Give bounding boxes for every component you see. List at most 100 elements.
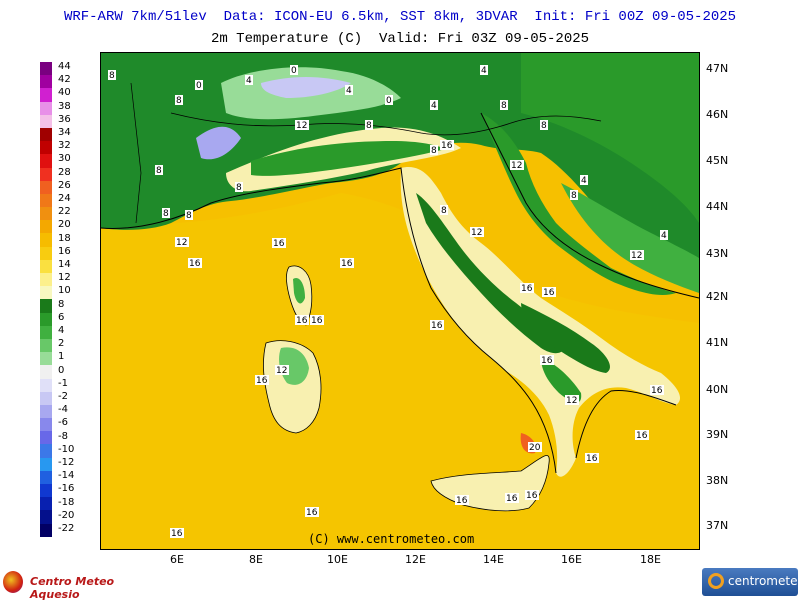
temperature-label-bg: [430, 320, 444, 330]
temperature-label: 12: [296, 121, 307, 131]
balkans: [521, 53, 699, 223]
longitude-label: 18E: [640, 553, 661, 566]
temperature-label-bg: [525, 490, 539, 500]
colorbar-label: 40: [58, 87, 71, 99]
colorbar-label: 38: [58, 100, 71, 112]
colorbar-label: -22: [58, 523, 75, 534]
temperature-label-bg: [585, 453, 599, 463]
colorbar-swatch: [40, 497, 52, 511]
colorbar-label: -10: [58, 443, 75, 455]
temperature-label-bg: [660, 230, 668, 240]
latitude-label: 38N: [706, 474, 729, 487]
temperature-label: 0: [386, 96, 392, 106]
alps-snow: [261, 77, 351, 98]
temperature-label: 12: [276, 366, 287, 376]
temperature-label: 4: [661, 231, 667, 241]
temperature-label: 16: [341, 259, 353, 269]
temperature-label: 16: [651, 386, 663, 396]
temperature-label-bg: [565, 395, 579, 405]
temperature-label: 4: [246, 76, 252, 86]
colorbar-swatch: [40, 259, 52, 273]
colorbar-swatch: [40, 220, 52, 234]
colorbar-label: 28: [58, 166, 71, 178]
colorbar-label: 24: [58, 193, 71, 204]
temperature-label: 16: [526, 491, 538, 501]
colorbar-swatch: [40, 444, 52, 458]
colorbar-label: 1: [58, 351, 65, 363]
temperature-label-bg: [385, 95, 393, 105]
colorbar-swatch: [40, 418, 52, 432]
longitude-label: 6E: [170, 553, 184, 566]
temperature-label: 4: [346, 86, 352, 96]
colorbar-label: -20: [58, 509, 75, 521]
latitude-label: 47N: [706, 62, 729, 75]
temperature-label: 8: [236, 183, 242, 193]
temperature-label: 12: [471, 228, 482, 238]
temperature-label-bg: [570, 190, 578, 200]
latitude-label: 44N: [706, 200, 729, 213]
temperature-label-bg: [635, 430, 649, 440]
colorbar-swatch: [40, 431, 52, 445]
colorbar-label: -12: [58, 457, 75, 468]
colorbar-swatch: [40, 193, 52, 208]
colorbar-swatch: [40, 484, 52, 498]
temperature-label-bg: [108, 70, 116, 80]
temperature-label: 16: [296, 316, 308, 326]
colorbar-label: 36: [58, 113, 71, 125]
colorbar-label: -18: [58, 496, 75, 508]
colorbar-label: -6: [58, 417, 68, 429]
temperature-label-bg: [185, 210, 193, 220]
temperature-label: 16: [441, 141, 453, 151]
colorbar-label: 14: [58, 259, 71, 270]
temperature-label-bg: [540, 355, 554, 365]
temperature-label: 16: [431, 321, 443, 331]
colorbar-swatch: [40, 180, 52, 194]
temperature-label-bg: [630, 250, 644, 260]
temperature-label: 12: [566, 396, 577, 406]
temperature-label: 16: [541, 356, 553, 366]
colorbar-label: 26: [58, 179, 71, 191]
longitude-label: 8E: [249, 553, 263, 566]
longitude-label: 16E: [561, 553, 582, 566]
colorbar-swatch: [40, 154, 52, 168]
temperature-label-bg: [365, 120, 373, 130]
temperature-label: 8: [186, 211, 192, 221]
colorbar-swatch: [40, 207, 52, 221]
colorbar-swatch: [40, 378, 52, 392]
temperature-label-bg: [305, 507, 319, 517]
colorbar-swatch: [40, 246, 52, 260]
latitude-label: 39N: [706, 428, 729, 441]
colorbar-swatch: [40, 273, 52, 287]
temperature-label-bg: [542, 287, 556, 297]
temperature-label-bg: [430, 100, 438, 110]
temperature-label: 12: [176, 238, 187, 248]
temperature-label: 4: [431, 101, 437, 111]
colorbar-swatch: [40, 338, 52, 353]
colorbar-label: -2: [58, 391, 68, 402]
temperature-label-bg: [175, 237, 189, 247]
colorbar-label: 32: [58, 140, 71, 152]
temperature-label: 8: [109, 71, 115, 81]
temperature-label: 16: [171, 529, 183, 539]
colorbar-swatch: [40, 365, 52, 379]
temperature-label-bg: [540, 120, 548, 130]
temperature-label-bg: [340, 258, 354, 268]
colorbar-label: -4: [58, 404, 68, 416]
temperature-label-bg: [235, 182, 243, 192]
temperature-label: 8: [441, 206, 447, 216]
temperature-label-bg: [295, 315, 309, 325]
temperature-label-bg: [440, 140, 454, 150]
temperature-label: 16: [636, 431, 648, 441]
temperature-label-bg: [510, 160, 524, 170]
colorbar-label: 22: [58, 206, 71, 218]
temperature-label: 16: [521, 284, 533, 294]
temperature-label: 8: [501, 101, 507, 111]
temperature-label: 8: [366, 121, 372, 131]
coastline: [101, 167, 677, 474]
colorbar-label: 8: [58, 298, 65, 310]
temperature-label: 20: [529, 443, 541, 453]
temperature-label-bg: [195, 80, 203, 90]
temperature-label-bg: [255, 375, 269, 385]
colorbar-swatch: [40, 114, 52, 128]
temperature-label-bg: [470, 227, 484, 237]
